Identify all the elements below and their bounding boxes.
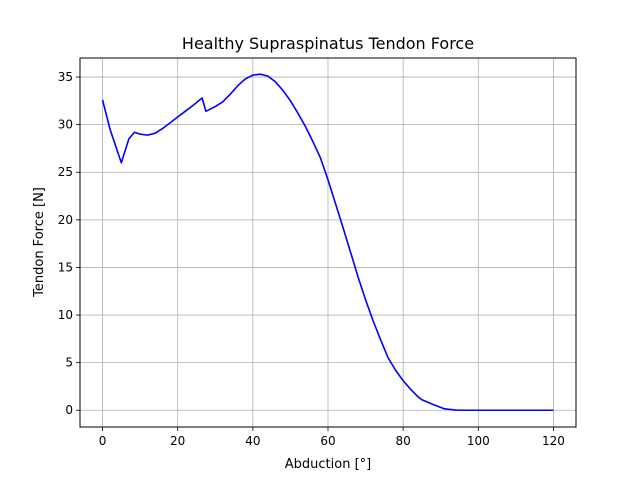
y-tick-label: 5 [65, 356, 73, 370]
x-tick-label: 20 [170, 434, 185, 448]
y-tick-label: 30 [58, 118, 73, 132]
x-tick-label: 40 [245, 434, 260, 448]
y-tick-label: 25 [58, 165, 73, 179]
x-tick-label: 100 [467, 434, 490, 448]
y-tick-label: 0 [65, 403, 73, 417]
x-ticks: 0 20 40 60 80 100 120 [99, 427, 565, 448]
series-line [101, 73, 554, 412]
y-tick-label: 20 [58, 213, 73, 227]
chart-title: Healthy Supraspinatus Tendon Force [182, 34, 474, 53]
series-layer [101, 73, 554, 412]
y-tick-label: 10 [58, 308, 73, 322]
y-axis-label: Tendon Force [N] [32, 187, 47, 298]
x-grid [102, 58, 554, 427]
x-tick-label: 80 [396, 434, 411, 448]
y-ticks: 0 5 10 15 20 25 30 35 [58, 70, 80, 417]
x-tick-label: 0 [99, 434, 107, 448]
y-tick-label: 35 [58, 70, 73, 84]
y-grid [80, 76, 576, 411]
x-tick-label: 60 [320, 434, 335, 448]
x-tick-label: 120 [542, 434, 565, 448]
y-tick-label: 15 [58, 260, 73, 274]
x-axis-label: Abduction [°] [285, 457, 371, 472]
